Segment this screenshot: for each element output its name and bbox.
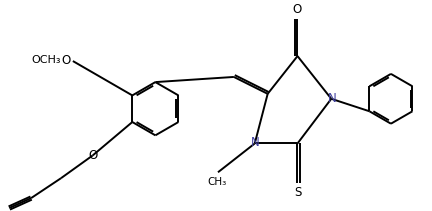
Text: CH₃: CH₃ <box>207 177 227 187</box>
Text: S: S <box>294 186 301 199</box>
Text: OCH₃: OCH₃ <box>32 55 61 65</box>
Text: O: O <box>61 54 71 67</box>
Text: N: N <box>251 136 259 149</box>
Text: O: O <box>88 149 97 162</box>
Text: N: N <box>328 92 337 105</box>
Text: O: O <box>293 3 302 16</box>
